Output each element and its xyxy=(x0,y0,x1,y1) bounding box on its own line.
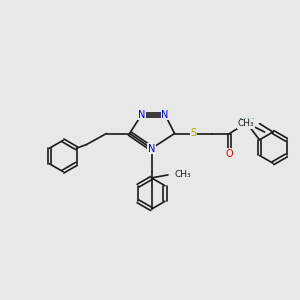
Text: CH₃: CH₃ xyxy=(175,170,191,179)
Text: O: O xyxy=(226,148,233,159)
Text: N: N xyxy=(148,143,155,154)
Text: N: N xyxy=(138,110,145,120)
Text: CH₃: CH₃ xyxy=(238,119,254,128)
Text: N: N xyxy=(161,110,169,120)
Text: S: S xyxy=(190,128,196,139)
Text: NH: NH xyxy=(239,118,254,128)
